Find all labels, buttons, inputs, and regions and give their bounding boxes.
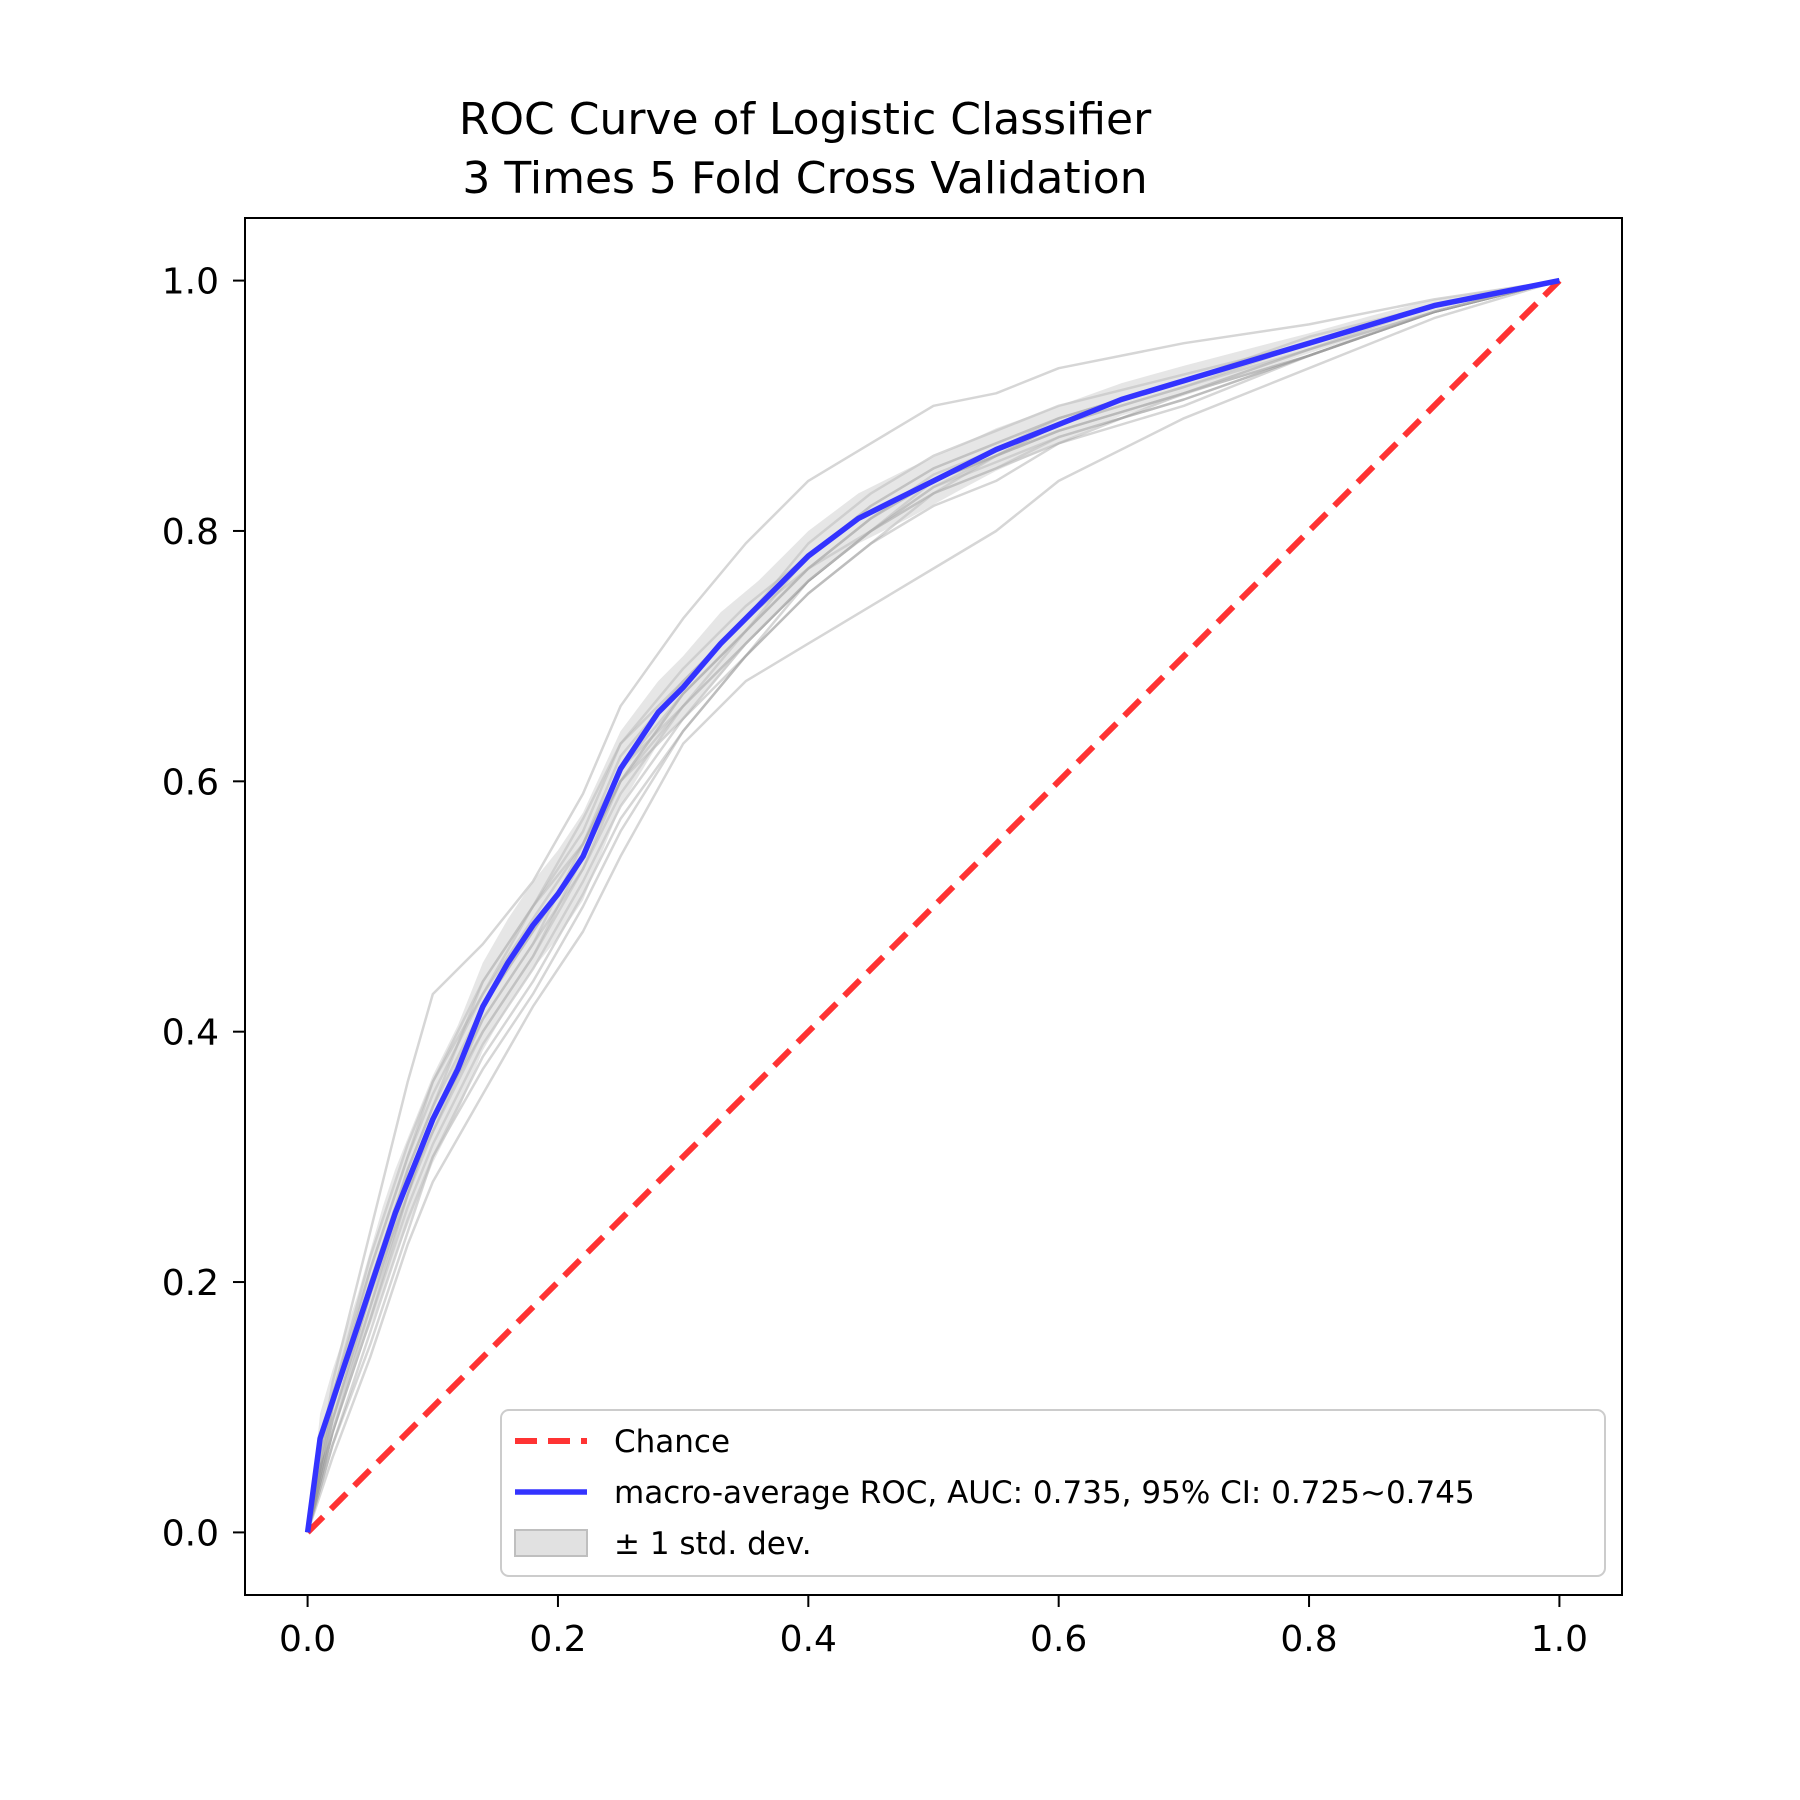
chart-title-line-1: ROC Curve of Logistic Classifier: [459, 94, 1152, 145]
fold-roc-curve-9: [306, 279, 1560, 1533]
chart-title-line-2: 3 Times 5 Fold Cross Validation: [462, 153, 1147, 204]
axes-frame: [244, 217, 1623, 1596]
fold-roc-curve-12: [306, 279, 1560, 1533]
x-tick-label-0.0: 0.0: [279, 1619, 336, 1660]
legend-std-swatch: [514, 1529, 588, 1557]
fold-roc-curve-15: [306, 279, 1560, 1533]
y-tick-label-1.0: 1.0: [162, 262, 219, 303]
std-dev-band: [307, 280, 1560, 1533]
fold-roc-curve-2: [306, 279, 1560, 1533]
fold-roc-curve-4: [306, 279, 1560, 1533]
legend-box: [500, 1409, 1606, 1577]
y-tick-label-0.2: 0.2: [162, 1263, 219, 1304]
x-tick-label-0.6: 0.6: [1030, 1619, 1087, 1660]
macro-average-roc-line: [304, 277, 1560, 1533]
y-tick-label-0.6: 0.6: [162, 762, 219, 803]
x-tick-label-1.0: 1.0: [1531, 1619, 1588, 1660]
legend-chance-label: Chance: [614, 1424, 730, 1460]
x-tick-label-0.8: 0.8: [1280, 1619, 1337, 1660]
fold-roc-curve-7: [306, 279, 1560, 1533]
y-tick-label-0.4: 0.4: [162, 1013, 219, 1054]
legend-std-label: ± 1 std. dev.: [614, 1526, 812, 1562]
y-tick-label-0.8: 0.8: [162, 512, 219, 553]
y-tick-label-0.0: 0.0: [162, 1513, 219, 1554]
x-axis: 0.0 0.2 0.4 0.6 0.8 1.0: [279, 1595, 1588, 1660]
x-tick-label-0.4: 0.4: [780, 1619, 837, 1660]
x-tick-label-0.2: 0.2: [529, 1619, 586, 1660]
legend-mean-roc-label: macro-average ROC, AUC: 0.735, 95% CI: 0…: [614, 1475, 1475, 1511]
fold-roc-curve-3: [306, 279, 1560, 1533]
plot-area: [304, 277, 1562, 1535]
legend: Chance macro-average ROC, AUC: 0.735, 95…: [500, 1409, 1606, 1577]
y-axis: 0.0 0.2 0.4 0.6 0.8 1.0: [162, 262, 245, 1554]
fold-roc-curve-6: [306, 279, 1560, 1533]
